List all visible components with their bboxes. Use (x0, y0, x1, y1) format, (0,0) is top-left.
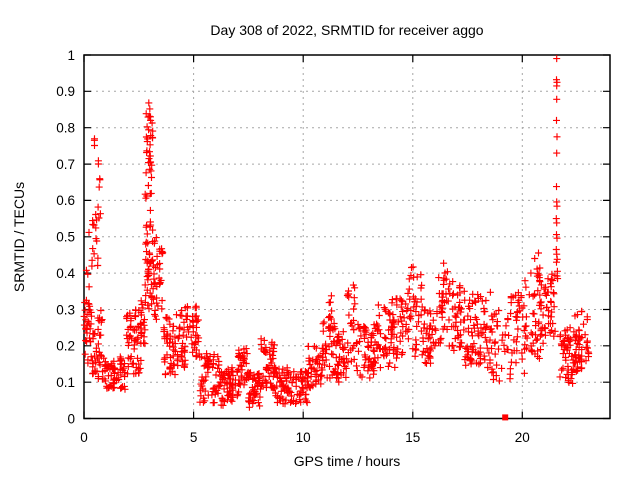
x-tick-label: 15 (405, 430, 420, 445)
y-tick-label: 0.1 (56, 375, 75, 390)
y-tick-labels: 0 0.1 0.2 0.3 0.4 0.5 0.6 0.7 0.8 0.9 1 (56, 48, 75, 426)
x-tick-label: 0 (80, 430, 88, 445)
scatter-points (80, 55, 593, 411)
y-tick-label: 0.3 (56, 302, 75, 317)
chart-title: Day 308 of 2022, SRMTID for receiver agg… (210, 22, 483, 38)
y-tick-label: 0 (67, 411, 75, 426)
square-marker-layer (502, 414, 509, 421)
x-tick-labels: 0 5 10 15 20 (80, 430, 530, 445)
x-tick-label: 5 (190, 430, 198, 445)
outlier-square-marker (502, 414, 509, 421)
x-axis-label: GPS time / hours (294, 453, 401, 469)
gridlines (84, 55, 610, 419)
plot-border (83, 54, 611, 420)
grid-path (84, 55, 610, 419)
y-tick-label: 0.6 (56, 193, 75, 208)
y-tick-label: 0.7 (56, 157, 75, 172)
y-tick-label: 0.8 (56, 121, 75, 136)
y-tick-label: 1 (67, 48, 75, 63)
x-tick-label: 20 (515, 430, 530, 445)
y-tick-label: 0.4 (56, 266, 75, 281)
y-tick-label: 0.2 (56, 339, 75, 354)
y-tick-label: 0.9 (56, 84, 75, 99)
y-tick-label: 0.5 (56, 230, 75, 245)
x-tick-label: 10 (296, 430, 311, 445)
y-axis-label: SRMTID / TECUs (11, 182, 27, 292)
